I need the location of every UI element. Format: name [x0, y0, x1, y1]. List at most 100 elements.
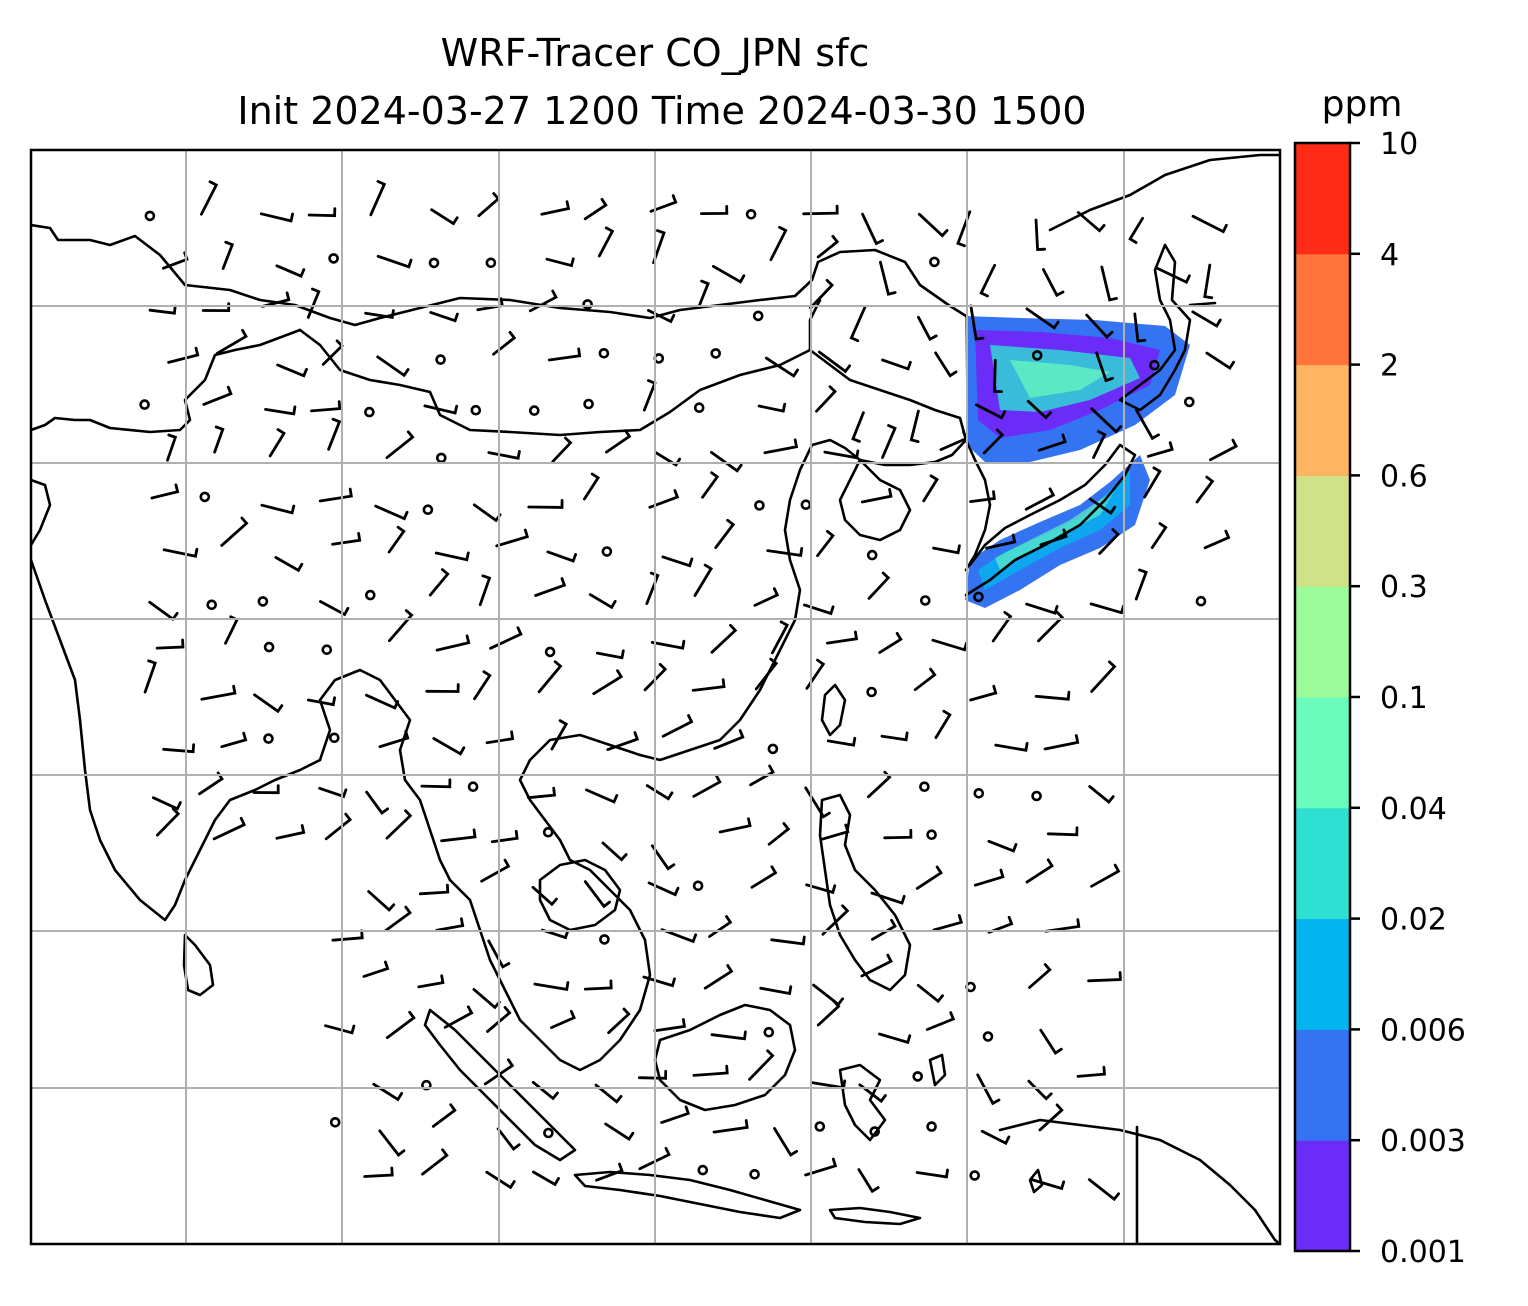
- coast-sumatra: [423, 1008, 577, 1162]
- wind-barb: [714, 518, 736, 549]
- wind-barb: [423, 404, 459, 415]
- wind-barb: [1150, 522, 1168, 549]
- colorbar-tick-label: 2: [1380, 349, 1399, 384]
- wind-barb: [982, 428, 1005, 455]
- calm-wind-marker: [869, 1126, 881, 1137]
- wind-barb: [480, 858, 511, 883]
- wind-barb: [976, 1073, 1001, 1106]
- wind-barb: [527, 786, 557, 800]
- wind-barb: [692, 1064, 729, 1077]
- wind-barb: [809, 279, 835, 310]
- wind-barb: [527, 499, 564, 509]
- wind-barb: [275, 264, 306, 278]
- colorbar-band: [1295, 1029, 1350, 1141]
- wind-barb: [540, 928, 570, 940]
- wind-barb: [1043, 734, 1080, 751]
- calm-wind-marker: [866, 686, 877, 698]
- wind-barb: [252, 784, 280, 795]
- wind-barb: [216, 328, 248, 355]
- wind-barb: [1034, 218, 1046, 251]
- wind-barb: [1203, 263, 1214, 300]
- wind-barb: [276, 363, 308, 378]
- wind-barb: [802, 204, 839, 216]
- wind-barb: [1088, 785, 1115, 804]
- wind-barb: [260, 503, 296, 515]
- coast-india: [31, 558, 322, 922]
- wind-barb: [1203, 529, 1231, 550]
- wind-barb: [550, 719, 569, 751]
- wind-barb: [650, 844, 676, 871]
- wind-barb: [934, 351, 958, 378]
- wind-barb: [1090, 660, 1117, 693]
- wind-barb: [815, 385, 837, 413]
- wind-barb: [362, 960, 390, 978]
- wind-barb: [881, 424, 897, 459]
- wind-barb: [384, 905, 412, 933]
- wind-barb: [1044, 918, 1081, 933]
- calm-wind-marker: [428, 257, 440, 269]
- wind-barb: [879, 260, 897, 296]
- wind-barb: [1034, 690, 1071, 701]
- wind-barb: [486, 1006, 512, 1033]
- wind-barb: [421, 1148, 449, 1176]
- wind-barb: [540, 200, 571, 216]
- coast-taiwan: [820, 683, 847, 737]
- wind-barb: [472, 988, 501, 1010]
- wind-barb: [645, 571, 660, 605]
- colorbar-band: [1295, 918, 1350, 1030]
- calm-wind-marker: [199, 491, 211, 503]
- wind-barb: [1025, 858, 1054, 884]
- calm-wind-marker: [749, 1169, 760, 1180]
- wind-barb: [607, 1007, 631, 1035]
- wind-barb: [429, 311, 459, 323]
- wind-barb: [692, 774, 722, 798]
- coast-hokkaido: [1118, 243, 1192, 412]
- calm-wind-marker: [364, 406, 375, 418]
- wind-barb: [496, 1127, 521, 1151]
- wind-barb: [259, 212, 294, 223]
- wind-barb: [1024, 487, 1056, 511]
- calm-wind-marker: [926, 1121, 937, 1132]
- wind-barb: [697, 279, 710, 309]
- wind-barb: [823, 449, 860, 460]
- wind-barb: [1038, 1103, 1064, 1132]
- wind-barb: [274, 556, 304, 573]
- wind-barb: [649, 194, 678, 213]
- wind-barb: [764, 356, 799, 378]
- coast-indochina: [448, 733, 652, 1072]
- wind-barb: [363, 1166, 394, 1178]
- colorbar-tick-label: 0.003: [1380, 1124, 1466, 1159]
- wind-barb: [1146, 441, 1174, 458]
- wind-barb: [221, 240, 235, 270]
- colorbar-tick-label: 0.04: [1380, 792, 1447, 827]
- wind-barb: [156, 807, 181, 837]
- coast-korea-east: [1188, 301, 1217, 307]
- coast-sulawesi: [838, 1063, 887, 1142]
- wind-barb: [909, 409, 920, 443]
- wind-barb: [1090, 863, 1121, 888]
- wind-barb: [969, 304, 985, 341]
- wind-barb: [1026, 399, 1052, 420]
- wind-barb: [969, 684, 998, 702]
- colorbar-band: [1295, 807, 1350, 920]
- wind-barb: [1025, 307, 1060, 330]
- wind-barb: [485, 1170, 516, 1190]
- wind-barb: [268, 428, 286, 458]
- calm-wind-marker: [543, 1127, 554, 1139]
- colorbar-band: [1295, 586, 1350, 698]
- wind-barb: [327, 417, 342, 451]
- calm-wind-marker: [973, 591, 984, 603]
- wind-barb: [605, 429, 632, 454]
- wind-barb: [748, 1049, 775, 1081]
- wind-barb: [652, 229, 666, 265]
- colorbar: ppm 0.001 0.003 0.006 0.02 0.04 0.1 0.3 0.6 2 4 10: [1293, 84, 1466, 1270]
- wind-barb: [710, 623, 738, 654]
- wind-barb: [318, 786, 348, 799]
- colorbar-tick-label: 0.3: [1380, 570, 1428, 605]
- plume-korea-honshu-peak: [1010, 360, 1110, 398]
- wind-barb: [365, 693, 400, 710]
- wind-barb: [150, 483, 180, 500]
- calm-wind-marker: [263, 733, 274, 744]
- calm-wind-marker: [919, 781, 930, 793]
- wind-barb: [1087, 971, 1122, 983]
